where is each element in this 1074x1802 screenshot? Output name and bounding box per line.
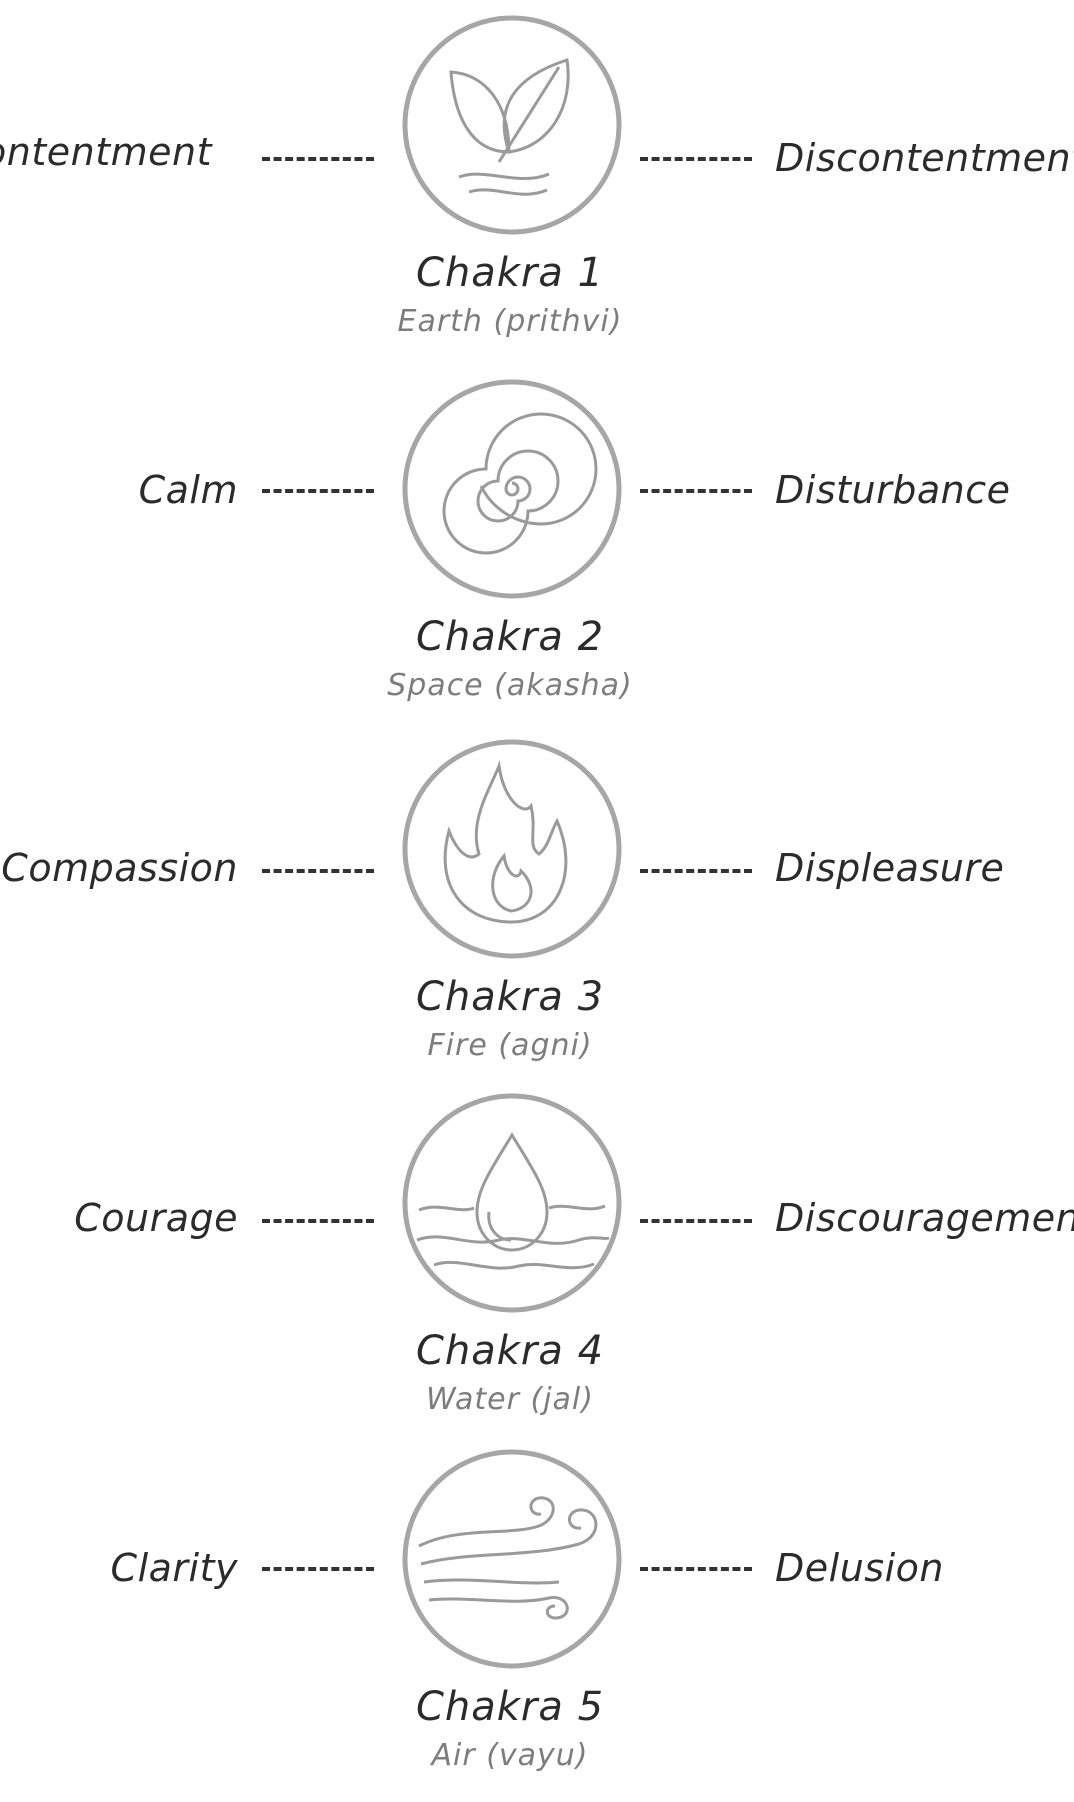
chakra-1-positive-label: Contentment [0, 130, 212, 174]
chakra-3-title: Chakra 3 [415, 974, 605, 1020]
flame-icon [399, 736, 625, 962]
chakra-2-negative-label: Disturbance [775, 468, 1011, 512]
chakra-3-negative-label: Displeasure [775, 846, 1005, 890]
chakra-4-left-connector [262, 1219, 374, 1223]
chakra-5-positive-label: Clarity [110, 1546, 238, 1590]
chakra-2-title: Chakra 2 [415, 614, 605, 660]
chakra-2-left-connector [262, 489, 374, 493]
water-drop-icon [399, 1090, 625, 1316]
chakra-1-right-connector [640, 157, 752, 161]
chakra-1-element: Earth (prithvi) [397, 304, 623, 339]
chakra-4-title: Chakra 4 [415, 1328, 605, 1374]
chakra-1-left-connector [262, 157, 374, 161]
chakra-2-row: Calm Disturbance Chakra 2 Space (akasha) [0, 376, 1074, 732]
chakra-2-right-connector [640, 489, 752, 493]
chakra-4-negative-label: Discouragement [775, 1196, 1074, 1240]
leaf-icon [399, 12, 625, 238]
chakra-5-left-connector [262, 1567, 374, 1571]
chakra-3-row: Compassion Displeasure Chakra 3 Fire (ag… [0, 736, 1074, 1092]
chakra-4-positive-label: Courage [74, 1196, 238, 1240]
chakra-3-positive-label: Compassion [1, 846, 238, 890]
chakra-5-right-connector [640, 1567, 752, 1571]
spiral-icon [399, 376, 625, 602]
chakra-2-positive-label: Calm [138, 468, 238, 512]
chakra-1-negative-label: Discontentment [775, 136, 1074, 180]
chakra-4-right-connector [640, 1219, 752, 1223]
chakra-2-element: Space (akasha) [387, 668, 633, 703]
chakra-3-right-connector [640, 869, 752, 873]
wind-icon [399, 1446, 625, 1672]
chakra-1-row: Contentment Discontentment Chakra 1 Eart… [0, 12, 1074, 368]
chakra-3-element: Fire (agni) [427, 1028, 593, 1063]
chakra-3-left-connector [262, 869, 374, 873]
chakra-4-element: Water (jal) [426, 1382, 594, 1417]
chakra-5-title: Chakra 5 [415, 1684, 605, 1730]
chakra-5-element: Air (vayu) [431, 1738, 589, 1773]
chakra-5-row: Clarity Delusion Chakra 5 Air (vayu) [0, 1446, 1074, 1802]
chakra-5-negative-label: Delusion [775, 1546, 944, 1590]
chakra-1-title: Chakra 1 [415, 250, 605, 296]
chakra-4-row: Courage Discouragement Chakra 4 Water (j… [0, 1090, 1074, 1446]
